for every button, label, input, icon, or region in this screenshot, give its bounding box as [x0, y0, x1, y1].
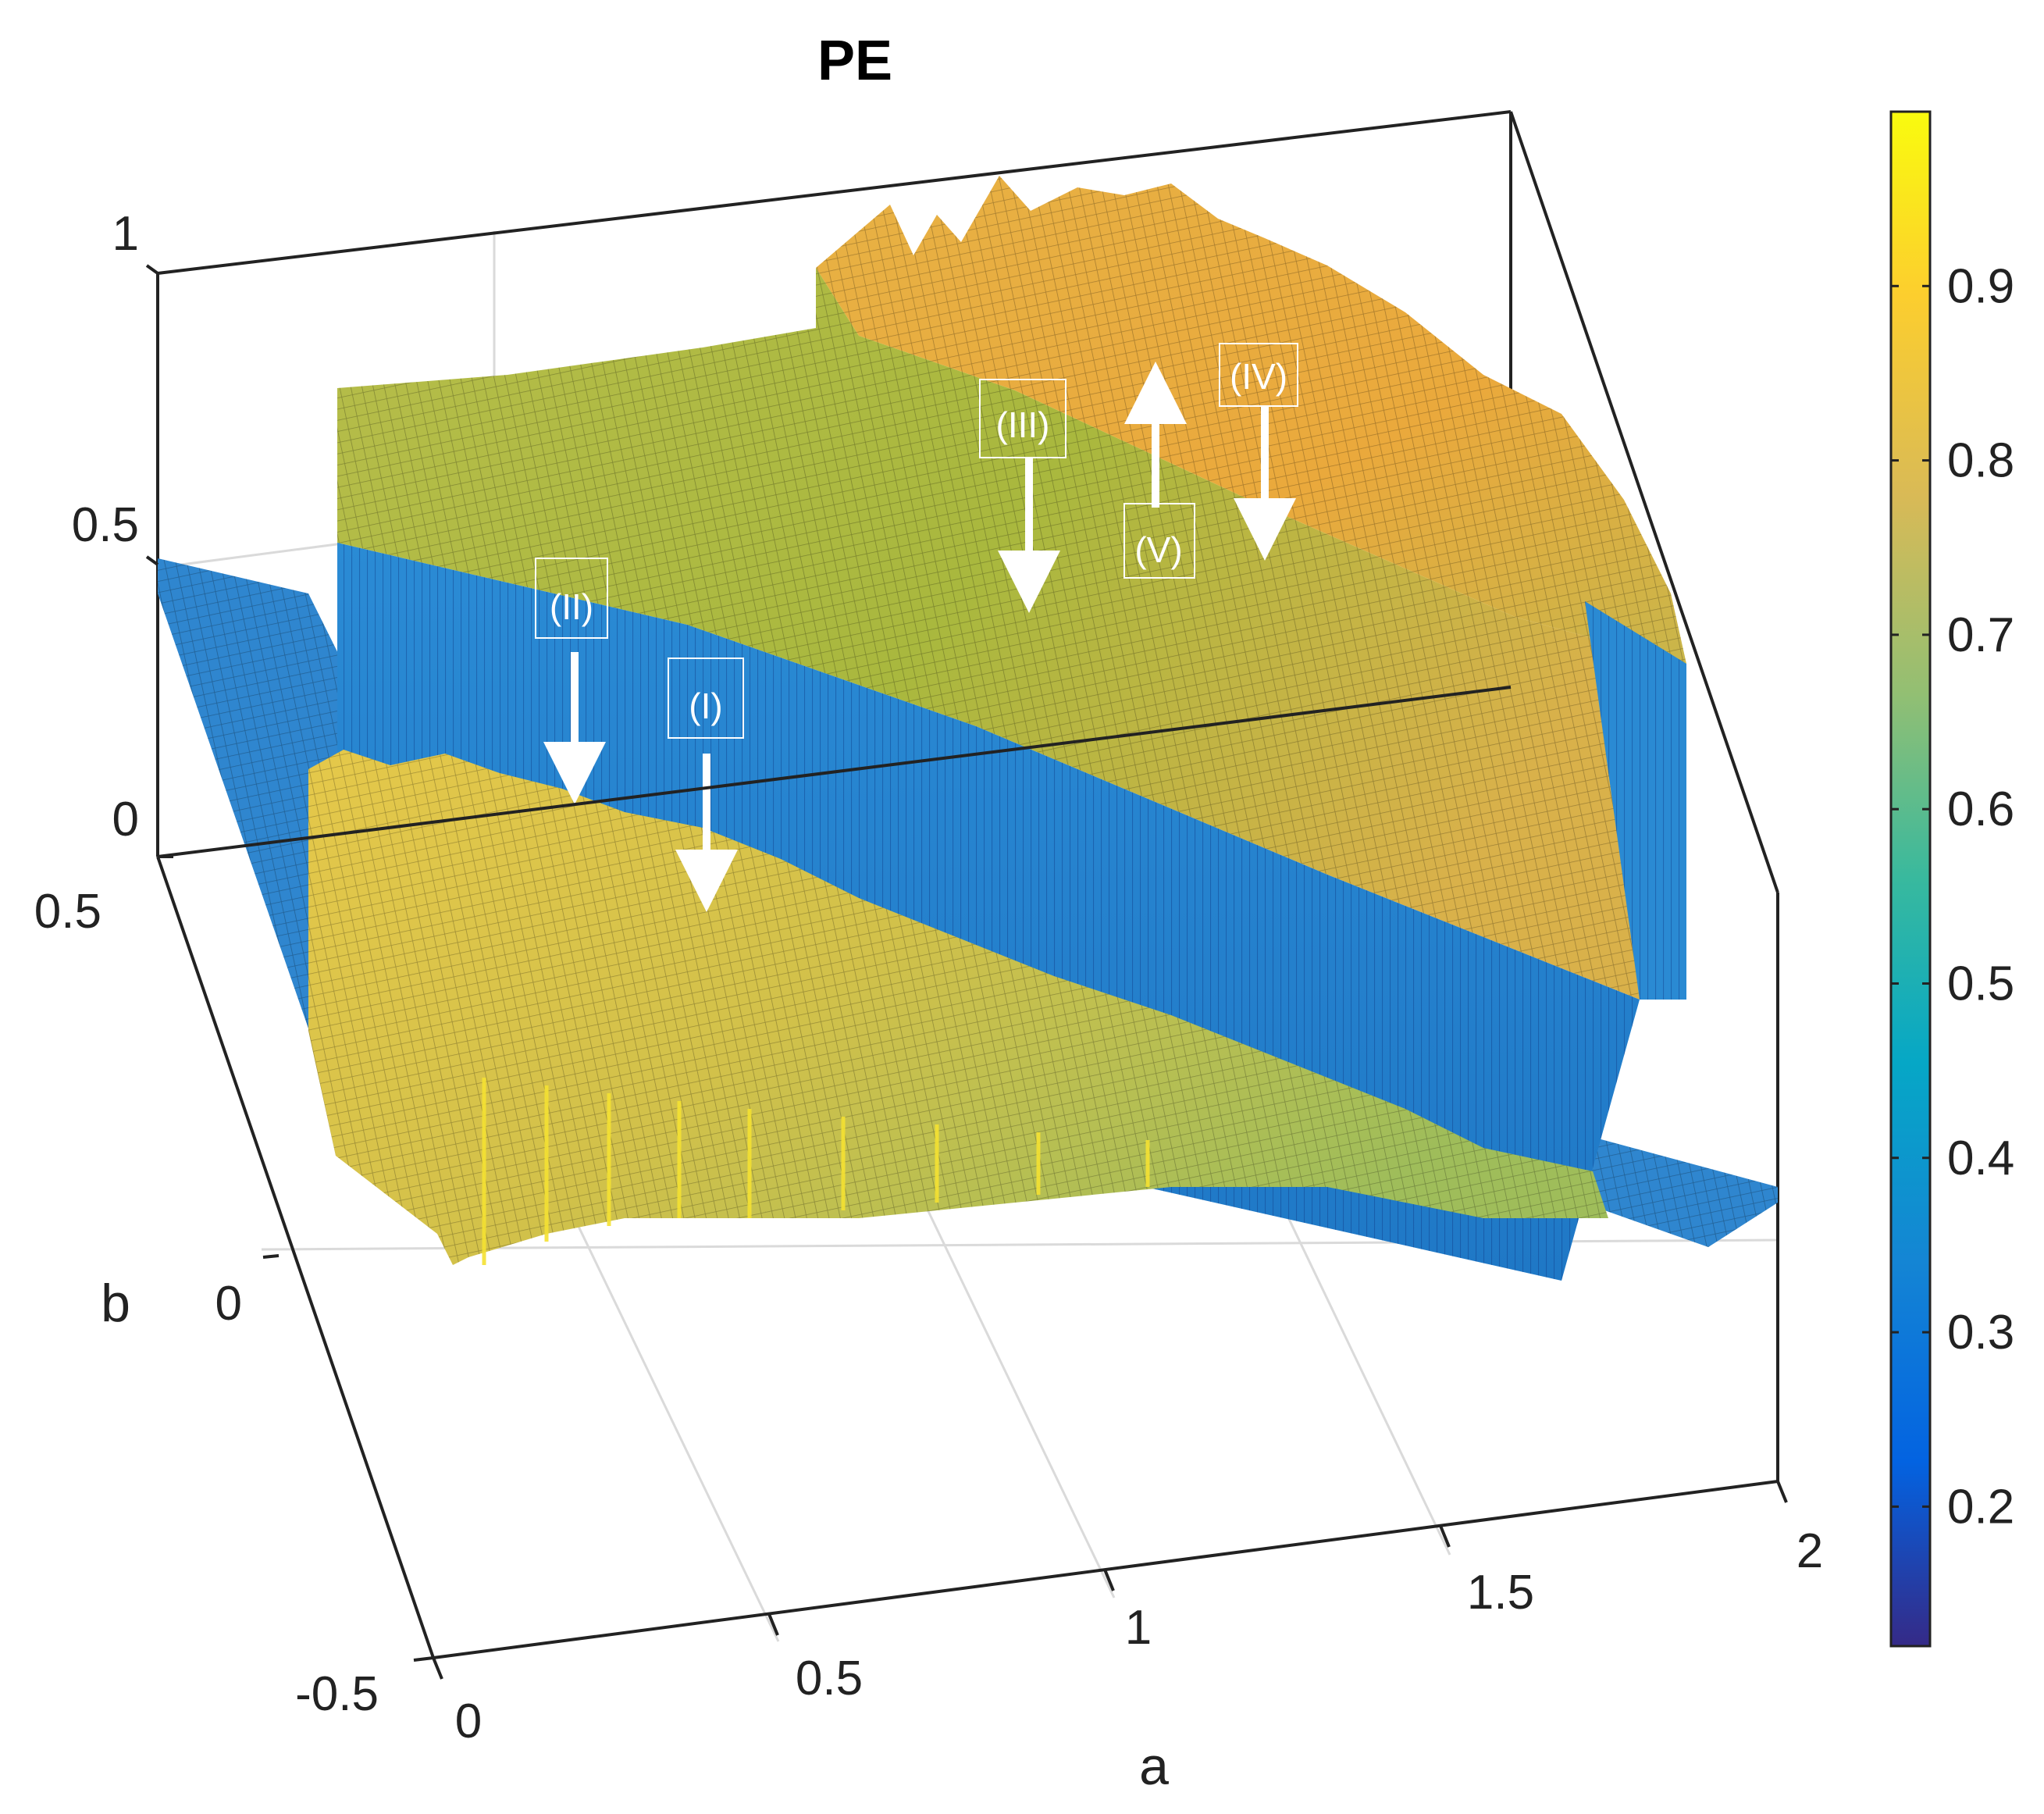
- tick-marks: [145, 264, 1788, 1680]
- colorbar-tick-label: 0.7: [1947, 608, 2014, 662]
- colorbar: 0.2 0.3 0.4 0.5 0.6 0.7 0.8 0.9: [1889, 110, 2014, 1648]
- colorbar-tick-label: 0.9: [1947, 259, 2014, 313]
- annotation-iii: (III): [996, 404, 1050, 445]
- colorbar-tick-label: 0.8: [1947, 434, 2014, 488]
- x-axis-label: a: [1139, 1737, 1169, 1796]
- annotation-i: (I): [689, 686, 722, 726]
- annotation-ii: (II): [550, 586, 593, 627]
- annotation-v: (V): [1134, 529, 1182, 570]
- colorbar-tick-label: 0.3: [1947, 1306, 2014, 1360]
- y-tick-label: 0: [215, 1277, 242, 1331]
- x-tick-label: 2: [1797, 1524, 1823, 1578]
- z-tick-label: 0.5: [72, 498, 139, 552]
- y-tick-label: -0.5: [295, 1667, 379, 1721]
- y-tick-labels: -0.5 0 0.5: [34, 885, 379, 1721]
- y-axis-label: b: [101, 1274, 130, 1333]
- z-tick-label: 1: [112, 207, 139, 261]
- colorbar-tick-label: 0.5: [1947, 957, 2014, 1010]
- z-tick-label: 0: [112, 793, 139, 846]
- x-tick-label: 0: [455, 1695, 482, 1748]
- colorbar-tick-label: 0.4: [1947, 1132, 2014, 1185]
- y-tick-label: 0.5: [34, 885, 101, 939]
- annotation-iv: (IV): [1230, 356, 1287, 397]
- annotations: (II) (I) (III) (IV) (V): [535, 343, 1298, 912]
- surface-plot: [158, 176, 1778, 1281]
- chart-title: PE: [817, 30, 892, 92]
- front-spikes: [482, 1078, 1150, 1265]
- x-tick-labels: 0 0.5 1 1.5 2: [455, 1524, 1823, 1748]
- colorbar-tick-label: 0.2: [1947, 1480, 2014, 1534]
- colorbar-gradient: [1889, 110, 1932, 1648]
- z-tick-labels: 0 0.5 1: [72, 207, 139, 846]
- colorbar-ticks: 0.2 0.3 0.4 0.5 0.6 0.7 0.8 0.9: [1891, 259, 2014, 1534]
- x-tick-label: 0.5: [796, 1652, 863, 1705]
- x-tick-label: 1: [1125, 1601, 1152, 1655]
- x-tick-label: 1.5: [1467, 1566, 1534, 1620]
- colorbar-tick-label: 0.6: [1947, 782, 2014, 836]
